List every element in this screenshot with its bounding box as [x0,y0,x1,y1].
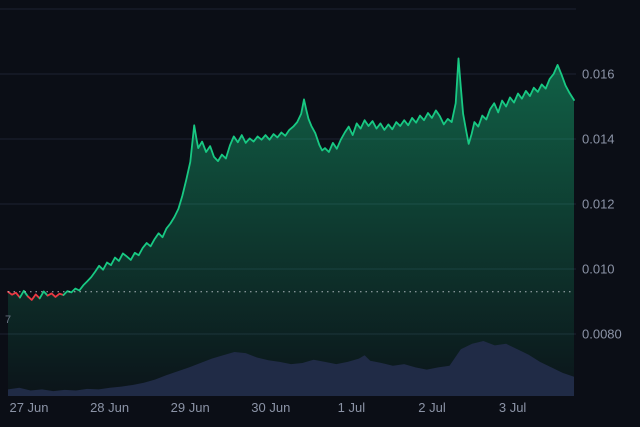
x-axis-label: 29 Jun [171,400,210,415]
x-axis-label: 30 Jun [251,400,290,415]
volume-area [8,341,574,396]
y-axis-label: 0.012 [582,197,615,212]
price-area-fill [8,58,574,397]
y-axis-label: 0.0080 [582,327,622,342]
x-axis-label: 2 Jul [418,400,446,415]
y-axis-label: 0.010 [582,262,615,277]
price-line [7,57,575,301]
y-axis-label: 0.016 [582,67,615,82]
y-axis-label: 0.014 [582,132,615,147]
x-axis-label: 1 Jul [338,400,366,415]
x-axis-label: 27 Jun [9,400,48,415]
x-axis-label: 28 Jun [90,400,129,415]
x-axis-label: 3 Jul [499,400,527,415]
left-axis-note: 7 [5,314,12,326]
